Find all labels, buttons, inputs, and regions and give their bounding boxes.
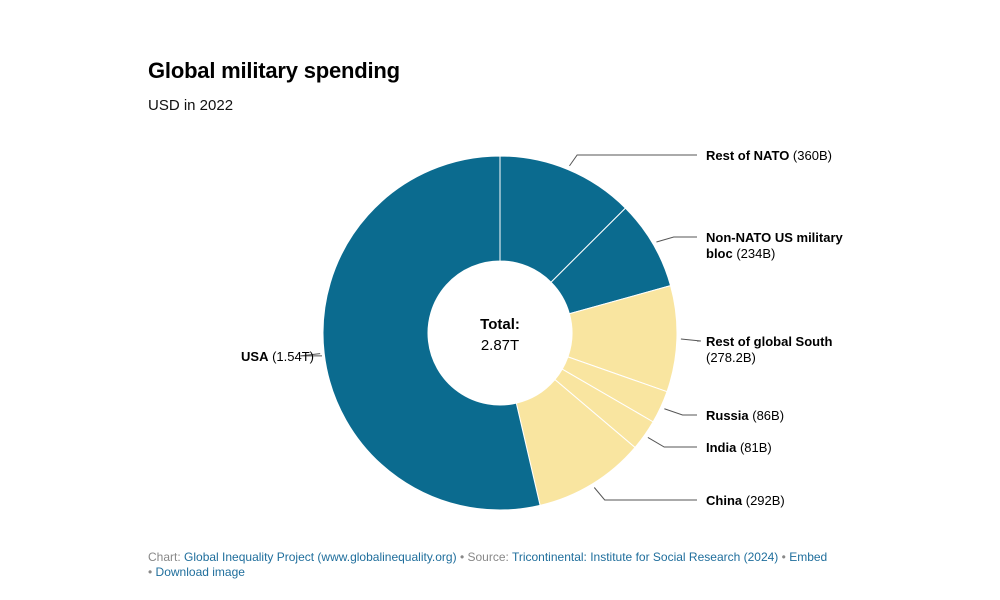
- slice-label-china: China (292B): [706, 493, 785, 508]
- leader-line-india: [648, 437, 697, 447]
- slice-label-non-nato-us-military-bloc: Non-NATO US military bloc (234B): [706, 230, 844, 261]
- slice-label-india: India (81B): [706, 440, 772, 455]
- donut-chart: Rest of NATO (360B) Non-NATO US military b…: [0, 0, 1000, 545]
- leader-line-china: [594, 487, 697, 500]
- chart-footer: Chart: Global Inequality Project (www.gl…: [148, 550, 868, 580]
- footer-source-prefix: • Source:: [457, 550, 512, 564]
- center-total-label: Total:: [480, 316, 520, 333]
- leader-line-russia: [664, 409, 697, 415]
- leader-line-rest-of-nato: [569, 155, 697, 166]
- embed-link[interactable]: Embed: [789, 550, 827, 564]
- chart-credit-link[interactable]: Global Inequality Project (www.globaline…: [184, 550, 457, 564]
- slice-label-russia: Russia (86B): [706, 408, 784, 423]
- center-total-value: 2.87T: [481, 337, 519, 354]
- footer-separator: •: [778, 550, 789, 564]
- footer-chart-prefix: Chart:: [148, 550, 184, 564]
- slice-label-rest-of-nato: Rest of NATO (360B): [706, 148, 832, 163]
- leader-line-non-nato-us-military-bloc: [656, 237, 697, 242]
- source-link[interactable]: Tricontinental: Institute for Social Res…: [512, 550, 778, 564]
- slice-label-usa: USA (1.54T): [241, 349, 314, 364]
- leader-line-rest-of-global-south: [681, 339, 701, 341]
- download-image-link[interactable]: Download image: [156, 565, 245, 579]
- slice-label-rest-of-global-south: Rest of global South (278.2B): [706, 334, 832, 365]
- footer-separator: •: [148, 565, 156, 579]
